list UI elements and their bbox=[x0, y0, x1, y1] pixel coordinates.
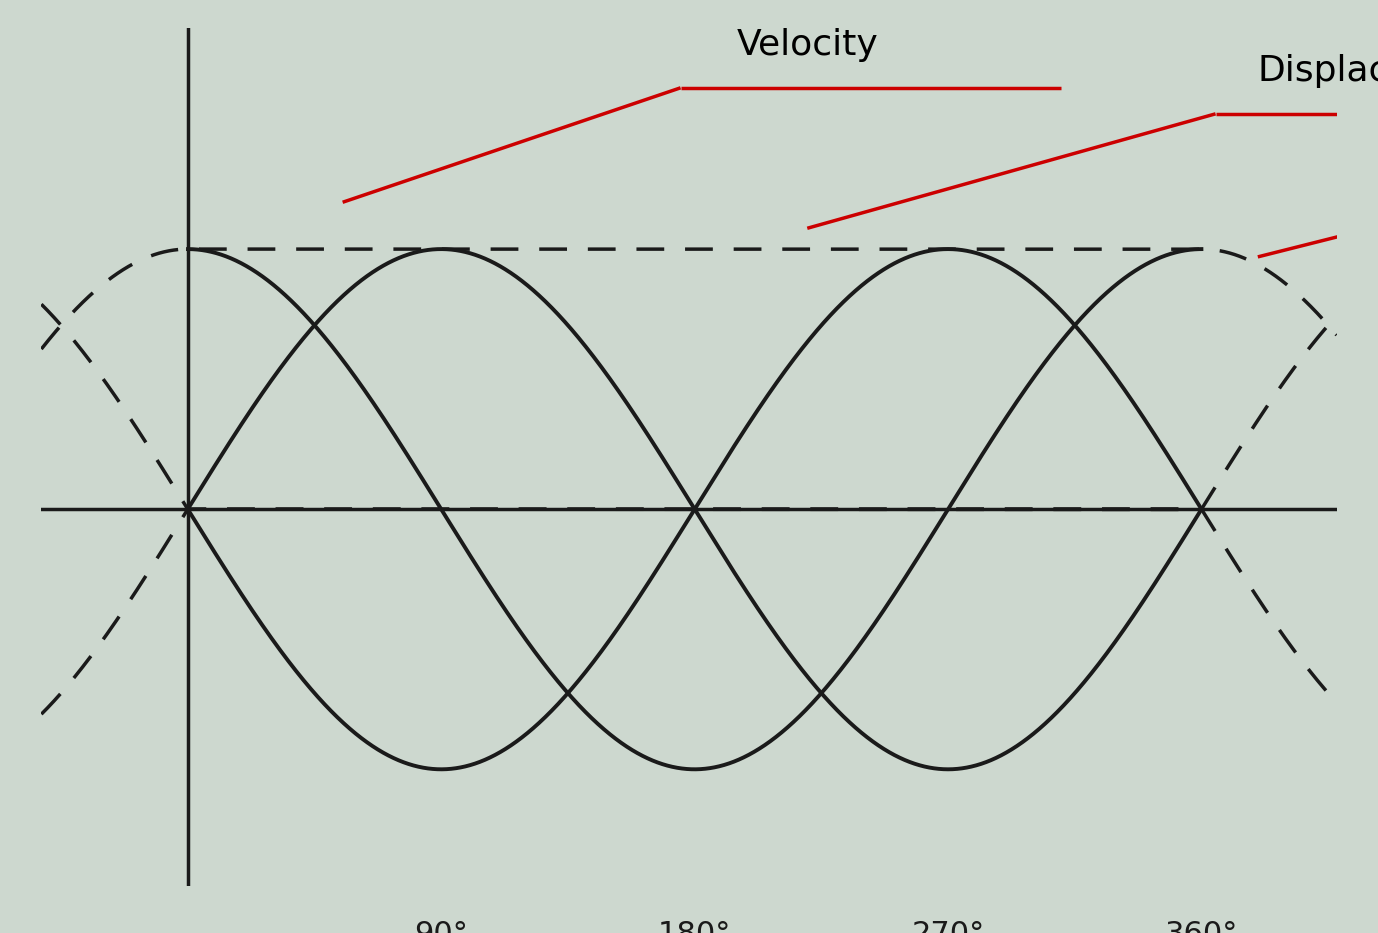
Text: 180°: 180° bbox=[657, 920, 732, 933]
Text: 270°: 270° bbox=[911, 920, 985, 933]
Text: Displacement: Displacement bbox=[1258, 54, 1378, 88]
Text: 90°: 90° bbox=[415, 920, 469, 933]
Text: 360°: 360° bbox=[1164, 920, 1239, 933]
Text: Velocity: Velocity bbox=[737, 28, 879, 62]
